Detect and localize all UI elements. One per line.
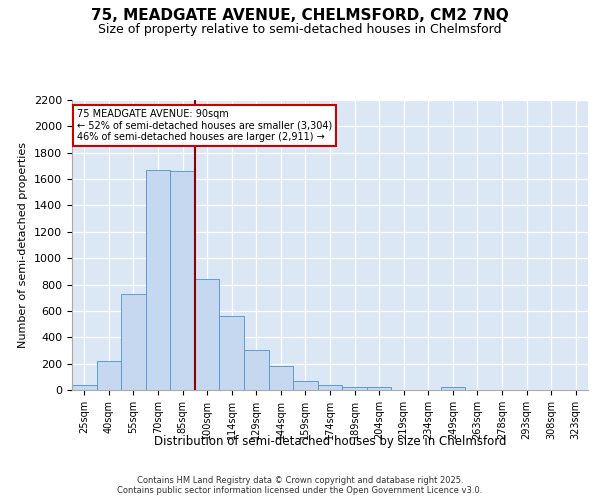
- Bar: [367, 388, 391, 390]
- Bar: [170, 171, 195, 390]
- Bar: [97, 361, 121, 390]
- Bar: [195, 280, 220, 390]
- Bar: [121, 294, 146, 390]
- Bar: [440, 388, 465, 390]
- Text: 75, MEADGATE AVENUE, CHELMSFORD, CM2 7NQ: 75, MEADGATE AVENUE, CHELMSFORD, CM2 7NQ: [91, 8, 509, 22]
- Text: Size of property relative to semi-detached houses in Chelmsford: Size of property relative to semi-detach…: [98, 22, 502, 36]
- Text: Contains HM Land Registry data © Crown copyright and database right 2025.
Contai: Contains HM Land Registry data © Crown c…: [118, 476, 482, 495]
- Text: 75 MEADGATE AVENUE: 90sqm
← 52% of semi-detached houses are smaller (3,304)
46% : 75 MEADGATE AVENUE: 90sqm ← 52% of semi-…: [77, 108, 332, 142]
- Bar: [269, 366, 293, 390]
- Bar: [72, 384, 97, 390]
- Bar: [220, 316, 244, 390]
- Bar: [293, 381, 318, 390]
- Bar: [342, 386, 367, 390]
- Y-axis label: Number of semi-detached properties: Number of semi-detached properties: [19, 142, 28, 348]
- Bar: [146, 170, 170, 390]
- Bar: [318, 384, 342, 390]
- Bar: [244, 350, 269, 390]
- Text: Distribution of semi-detached houses by size in Chelmsford: Distribution of semi-detached houses by …: [154, 435, 506, 448]
